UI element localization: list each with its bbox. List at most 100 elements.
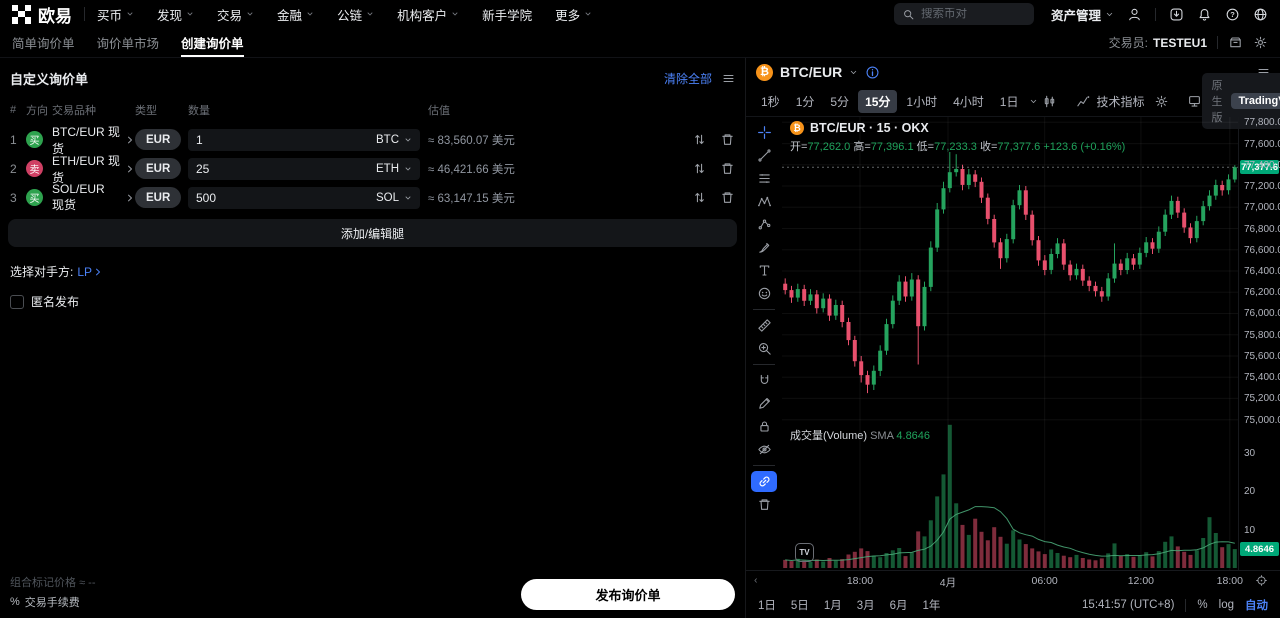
download-icon[interactable] <box>1169 7 1184 22</box>
assets-menu[interactable]: 资产管理 <box>1051 5 1114 24</box>
history-icon[interactable] <box>1228 35 1243 50</box>
timeframe-1日[interactable]: 1日 <box>999 94 1019 109</box>
search-box[interactable] <box>893 3 1034 25</box>
currency-pill[interactable]: EUR <box>135 187 182 208</box>
crosshair-icon[interactable] <box>751 122 777 143</box>
nav-menu-item[interactable]: 金融 <box>277 5 314 24</box>
range-5[interactable]: 6月 <box>889 600 908 612</box>
range-3[interactable]: 1月 <box>823 600 842 612</box>
text-icon[interactable] <box>751 260 777 281</box>
swap-legs-icon[interactable] <box>692 132 707 147</box>
price-axis[interactable]: 77,377.6 4.8646 77,800.0 77,600.0 77,400.0… <box>1238 117 1280 570</box>
price-tick: 76,600.0 <box>1244 244 1280 256</box>
delete-leg-icon[interactable] <box>720 132 735 147</box>
percent-scale-button[interactable]: % <box>1197 599 1208 611</box>
swap-legs-icon[interactable] <box>692 190 707 205</box>
rfq-tab-1[interactable]: 简单询价单 <box>12 37 75 51</box>
auto-scale-button[interactable]: 自动 <box>1245 600 1268 612</box>
nav-menu-item[interactable]: 更多 <box>555 5 592 24</box>
amount-input[interactable] <box>196 132 326 147</box>
nav-menu-item[interactable]: 机构客户 <box>397 5 459 24</box>
xabcd-pattern-icon[interactable] <box>751 191 777 212</box>
unit-select[interactable]: BTC <box>376 134 412 146</box>
tradingview-logo[interactable]: TV <box>795 543 814 562</box>
time-label: 06:00 <box>1031 575 1058 587</box>
okx-brand[interactable]: 欧易 <box>12 2 72 27</box>
candle-style-icon[interactable] <box>1042 94 1057 109</box>
clock[interactable]: 15:41:57 (UTC+8) <box>1082 599 1175 611</box>
anonymous-checkbox[interactable] <box>10 294 24 309</box>
interval-chevron-down-icon[interactable] <box>1029 97 1038 106</box>
lock-icon[interactable] <box>751 416 777 437</box>
info-icon[interactable] <box>865 65 880 80</box>
native-version-tab[interactable]: 原生版 <box>1211 80 1223 124</box>
rfq-tab-2[interactable]: 询价单市场 <box>96 37 160 51</box>
user-icon[interactable] <box>1127 7 1142 22</box>
counterparty-link[interactable]: LP <box>77 265 103 279</box>
timeframe-4小时[interactable]: 4小时 <box>953 94 984 109</box>
settings-gear-icon[interactable] <box>1253 35 1268 50</box>
currency-pill[interactable]: EUR <box>135 129 182 150</box>
nav-menu-item[interactable]: 买币 <box>97 5 134 24</box>
currency-pill[interactable]: EUR <box>135 158 182 179</box>
zoom-in-icon[interactable] <box>751 338 777 359</box>
chevron-down-icon[interactable] <box>849 68 858 77</box>
magnet-icon[interactable] <box>751 370 777 391</box>
link-icon[interactable] <box>751 471 777 492</box>
pair-selector[interactable]: SOL/EUR 现货 <box>52 182 135 213</box>
timeframe-1小时[interactable]: 1小时 <box>906 94 938 109</box>
log-scale-button[interactable]: log <box>1218 599 1234 611</box>
clear-all-link[interactable]: 清除全部 <box>663 72 712 86</box>
price-tick: 76,200.0 <box>1244 287 1280 299</box>
crosshair-target-icon[interactable] <box>1255 574 1268 587</box>
nav-menu-item[interactable]: 新手学院 <box>482 5 532 24</box>
swap-legs-icon[interactable] <box>692 161 707 176</box>
ruler-icon[interactable] <box>751 315 777 336</box>
help-icon[interactable]: ? <box>1225 7 1240 22</box>
range-1[interactable]: 1日 <box>758 600 776 612</box>
trendline-icon[interactable] <box>751 145 777 166</box>
timeframe-5分[interactable]: 5分 <box>830 94 850 109</box>
rfq-tab-3[interactable]: 创建询价单 <box>181 28 244 57</box>
timeframe-1秒[interactable]: 1秒 <box>761 94 780 109</box>
scroll-left-icon[interactable]: ‹ <box>754 574 758 586</box>
range-6[interactable]: 1年 <box>922 600 941 612</box>
pair-selector[interactable]: ETH/EUR 现货 <box>52 152 135 186</box>
delete-leg-icon[interactable] <box>720 161 735 176</box>
tradingview-version-tab[interactable]: TradingView <box>1230 93 1280 109</box>
emoji-icon[interactable] <box>751 283 777 304</box>
screener-icon[interactable] <box>1187 94 1202 109</box>
nav-menu-item[interactable]: 公链 <box>337 5 374 24</box>
nav-menu-item[interactable]: 交易 <box>217 5 254 24</box>
publish-rfq-button[interactable]: 发布询价单 <box>521 579 735 610</box>
fib-retracement-icon[interactable] <box>751 168 777 189</box>
forecast-icon[interactable] <box>751 214 777 235</box>
timeframe-15分[interactable]: 15分 <box>858 89 898 113</box>
col-index: # <box>10 104 17 116</box>
amount-input[interactable] <box>196 161 326 176</box>
nav-menu-item[interactable]: 发现 <box>157 5 194 24</box>
trader-label: 交易员: <box>1108 36 1148 50</box>
delete-leg-icon[interactable] <box>720 190 735 205</box>
price-chart[interactable] <box>782 117 1238 570</box>
brush-icon[interactable] <box>751 237 777 258</box>
globe-icon[interactable] <box>1253 7 1268 22</box>
draw-pencil-icon[interactable] <box>751 393 777 414</box>
unit-select[interactable]: SOL <box>376 192 412 204</box>
panel-menu-icon[interactable] <box>722 72 735 85</box>
amount-input[interactable] <box>196 190 326 205</box>
unit-select[interactable]: ETH <box>376 163 412 175</box>
search-input[interactable] <box>920 8 1021 20</box>
indicators-button[interactable]: 技术指标 <box>1076 93 1145 110</box>
pair-selector[interactable]: BTC/EUR 现货 <box>52 123 135 157</box>
add-edit-legs-button[interactable]: 添加/编辑腿 <box>8 219 737 247</box>
range-4[interactable]: 3月 <box>856 600 875 612</box>
range-2[interactable]: 5日 <box>790 600 809 612</box>
timeframe-1分[interactable]: 1分 <box>795 94 815 109</box>
eye-off-icon[interactable] <box>751 439 777 460</box>
bell-icon[interactable] <box>1197 7 1212 22</box>
chart-settings-icon[interactable] <box>1154 94 1169 109</box>
trash-icon[interactable] <box>751 494 777 515</box>
time-axis[interactable]: ‹ 18:00 4月 06:00 12:00 18:00 <box>746 570 1280 592</box>
chart-plot-area[interactable]: ₿ BTC/EUR · 15 · OKX 开=77,262.0 高=77,396… <box>782 117 1238 570</box>
